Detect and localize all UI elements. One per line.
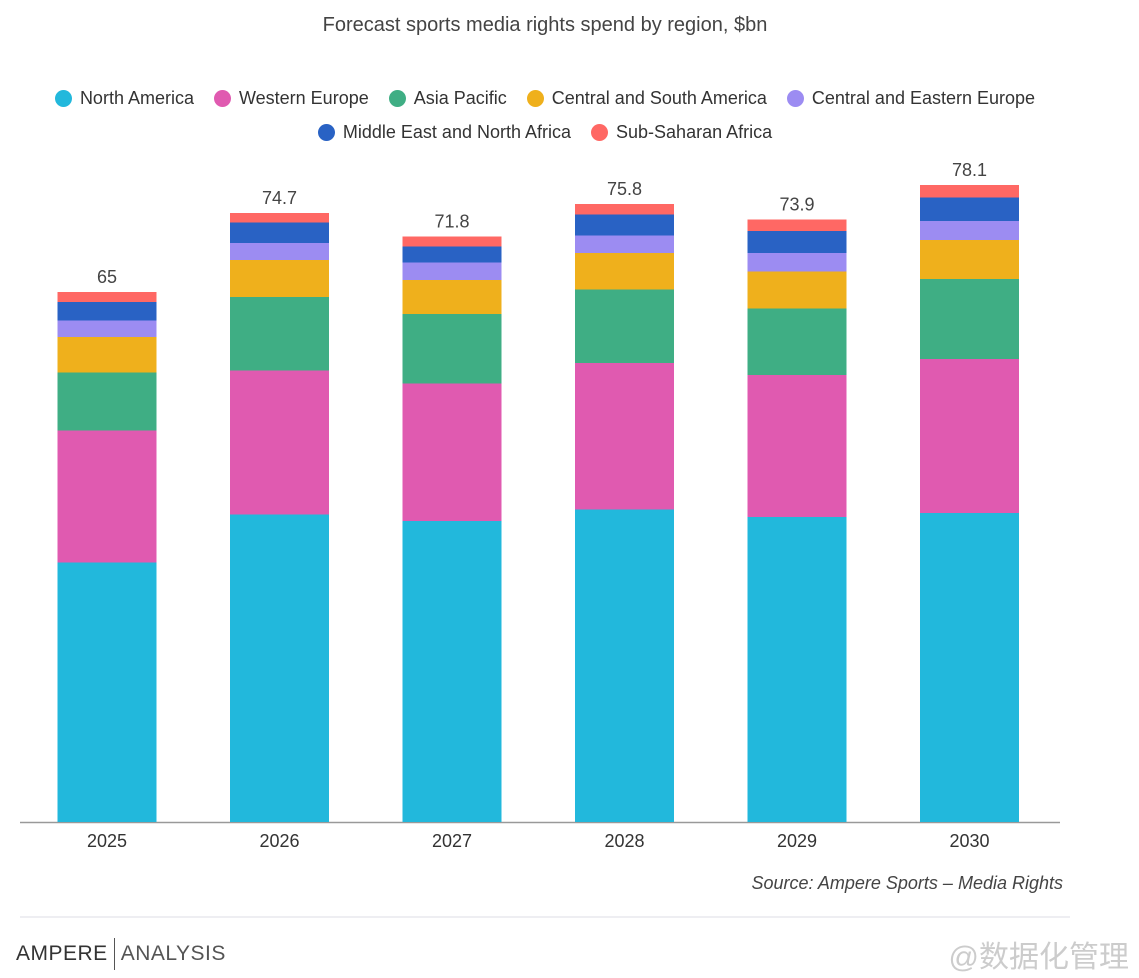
bar-segment [230, 260, 329, 297]
bar-segment [575, 252, 674, 290]
legend-item[interactable]: North America [54, 88, 194, 109]
source-note: Source: Ampere Sports – Media Rights [751, 873, 1063, 893]
bar-segment [402, 383, 502, 522]
bar-segment [230, 243, 329, 261]
ampere-analysis-logo: AMPERE ANALYSIS [16, 938, 226, 970]
legend-label: Central and South America [551, 88, 767, 108]
bar-segment [575, 235, 674, 253]
total-label: 71.8 [434, 212, 469, 232]
legend-item[interactable]: Central and Eastern Europe [786, 88, 1036, 109]
bar-segment [920, 197, 1019, 222]
bar-segment [57, 301, 157, 321]
bar-segment [402, 246, 502, 263]
legend-label: Western Europe [238, 88, 369, 108]
legend-item[interactable]: Asia Pacific [388, 88, 507, 109]
bar-segment [747, 271, 847, 309]
bar-segment [575, 362, 674, 510]
total-label: 65 [97, 267, 117, 287]
bar-segment [920, 221, 1019, 240]
legend-label: Central and Eastern Europe [811, 88, 1036, 108]
bar-segment [920, 358, 1019, 513]
bar-segment [402, 236, 502, 247]
bar-segment [747, 230, 847, 253]
legend-dot-icon [317, 124, 335, 141]
bar-segment [920, 185, 1019, 198]
bar-segment [57, 291, 157, 302]
bar-segment [575, 214, 674, 236]
legend-dot-icon [388, 90, 406, 107]
legend-dot-icon [54, 90, 72, 107]
legend-label: Sub-Saharan Africa [616, 122, 773, 142]
x-tick-label: 2026 [259, 831, 299, 851]
legend-item[interactable]: Sub-Saharan Africa [591, 122, 772, 143]
logo-text-ampere: AMPERE [16, 942, 108, 965]
bar-segment [575, 203, 674, 215]
total-label: 73.9 [779, 194, 814, 214]
chart-title: Forecast sports media rights spend by re… [322, 14, 768, 36]
bar-segment [575, 509, 674, 822]
legend-row-2: Middle East and North Africa Sub-Saharan … [0, 122, 1090, 143]
bar-segment [230, 514, 329, 822]
bar-segment [747, 252, 847, 272]
legend-dot-icon [526, 90, 544, 107]
bar-segment [57, 320, 157, 337]
bar-segment [747, 219, 847, 231]
bar-segment [230, 222, 329, 244]
bar-segment [230, 212, 329, 223]
legend-item[interactable]: Middle East and North Africa [317, 122, 572, 143]
bar-segment [747, 308, 847, 376]
legend-item[interactable]: Central and South America [526, 88, 767, 109]
bar-segment [402, 314, 502, 384]
bar-segment [402, 262, 502, 280]
legend: North America Western Europe Asia Pacific C… [0, 88, 1090, 109]
bar-segment [402, 521, 502, 822]
legend-label: Middle East and North Africa [342, 122, 572, 142]
bar-segment [57, 430, 157, 563]
legend-dot-icon [591, 124, 609, 141]
bar-segment [57, 562, 157, 822]
legend-dot-icon [786, 90, 804, 107]
x-tick-label: 2028 [604, 831, 644, 851]
legend-label: Asia Pacific [413, 88, 507, 108]
divider [20, 916, 1070, 918]
watermark: @数据化管理 [948, 941, 1129, 974]
bar-segment [747, 375, 847, 518]
bar-segment [402, 279, 502, 315]
bar-segment [920, 512, 1019, 822]
bar-segment [230, 296, 329, 371]
legend-label: North America [79, 88, 194, 108]
x-tick-label: 2025 [87, 831, 127, 851]
logo-text-analysis: ANALYSIS [120, 942, 226, 965]
bar-segment [57, 336, 157, 373]
x-tick-label: 2030 [949, 831, 989, 851]
legend-dot-icon [213, 90, 231, 107]
total-label: 75.8 [607, 179, 642, 199]
bar-segment [747, 517, 847, 822]
x-tick-label: 2027 [432, 831, 472, 851]
total-label: 74.7 [262, 188, 297, 208]
bar-segment [575, 289, 674, 363]
bar-segment [57, 372, 157, 431]
total-label: 78.1 [952, 160, 987, 180]
legend-item[interactable]: Western Europe [213, 88, 369, 109]
bar-chart: 65 2025 74.7 2026 71.8 2027 75.8 2028 73.9 2029 78… [20, 160, 1060, 851]
bar-segment [230, 370, 329, 515]
x-tick-label: 2029 [777, 831, 817, 851]
bar-segment [920, 239, 1019, 279]
bar-segment [920, 278, 1019, 359]
